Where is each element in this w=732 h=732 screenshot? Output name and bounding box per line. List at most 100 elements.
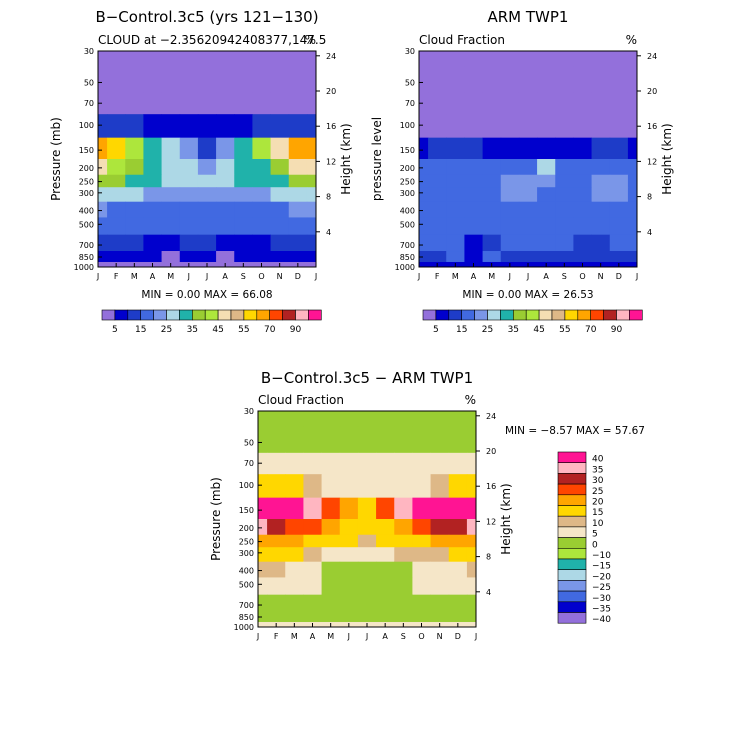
- heatmap-cell: [234, 66, 253, 94]
- legend-label: 5: [433, 325, 439, 335]
- legend-swatch: [557, 473, 587, 485]
- y-tick-label: 700: [79, 241, 94, 250]
- heatmap-cell: [252, 174, 271, 188]
- heatmap-cell: [500, 92, 520, 115]
- chart-subtitle: Cloud Fraction: [419, 33, 505, 47]
- heatmap-cell: [428, 217, 447, 236]
- heatmap-cell: [555, 114, 574, 139]
- y-tick-label: 850: [79, 253, 94, 262]
- legend-swatch: [557, 515, 587, 528]
- heatmap-cell: [555, 201, 574, 218]
- heatmap-cell: [482, 66, 502, 94]
- heatmap-cell: [591, 251, 611, 263]
- heatmap-cell: [252, 66, 271, 94]
- heatmap-cell: [270, 217, 290, 236]
- x-tick-label: A: [310, 632, 316, 641]
- x-tick-label: J: [365, 632, 368, 641]
- heatmap-cell: [500, 174, 520, 188]
- heatmap-cell: [428, 114, 447, 139]
- height-tick-label: 8: [647, 193, 652, 202]
- y-tick-label: 250: [400, 178, 415, 187]
- heatmap-cell: [482, 217, 502, 236]
- heatmap-cell: [430, 426, 450, 454]
- heatmap-cell: [430, 594, 450, 612]
- heatmap-cell: [306, 66, 317, 94]
- heatmap-cell: [609, 137, 629, 160]
- x-tick-label: D: [295, 272, 301, 281]
- heatmap-cell: [321, 426, 341, 454]
- heatmap-cell: [306, 187, 317, 203]
- heatmap-cell: [466, 621, 477, 628]
- legend-swatch: [295, 309, 309, 321]
- heatmap-cell: [197, 234, 217, 252]
- heatmap-cell: [446, 159, 465, 176]
- heatmap-cell: [321, 411, 341, 428]
- heatmap-cell: [627, 201, 638, 218]
- x-tick-label: M: [131, 272, 138, 281]
- y-tick-label: 200: [400, 164, 415, 173]
- heatmap-cell: [482, 159, 502, 176]
- heatmap-cell: [627, 66, 638, 94]
- heatmap-cell: [285, 561, 304, 578]
- heatmap-cell: [258, 534, 268, 548]
- heatmap-cell: [161, 251, 181, 263]
- heatmap-cell: [537, 159, 556, 176]
- x-tick-label: N: [277, 272, 283, 281]
- height-axis-label: Height (km): [660, 123, 674, 194]
- x-tick-label: J: [635, 272, 638, 281]
- heatmap-cell: [464, 217, 483, 236]
- height-tick-label: 4: [647, 228, 652, 237]
- heatmap-cell: [285, 474, 304, 499]
- heatmap-cell: [288, 66, 308, 94]
- y-axis-label: Pressure (mb): [49, 117, 63, 201]
- x-tick-label: J: [187, 272, 190, 281]
- heatmap-cell: [161, 217, 181, 236]
- heatmap-cell: [412, 611, 431, 623]
- heatmap-cell: [234, 114, 253, 139]
- chart-subtitle: Cloud Fraction: [258, 393, 344, 407]
- legend-label: 5: [592, 530, 598, 540]
- heatmap-cell: [107, 251, 126, 263]
- legend-swatch: [179, 309, 193, 321]
- x-tick-label: A: [222, 272, 228, 281]
- heatmap-cell: [357, 474, 377, 499]
- heatmap-cell: [518, 66, 538, 94]
- legend-swatch: [557, 590, 587, 603]
- heatmap-cell: [464, 187, 483, 203]
- heatmap-cell: [412, 577, 431, 596]
- y-tick-label: 30: [84, 47, 94, 56]
- heatmap-cell: [258, 426, 268, 454]
- x-tick-label: D: [455, 632, 461, 641]
- heatmap-cell: [466, 411, 477, 428]
- legend-label: 70: [264, 325, 276, 335]
- heatmap-cell: [258, 594, 268, 612]
- heatmap-cell: [573, 114, 592, 139]
- legend-swatch: [308, 309, 322, 321]
- heatmap-cell: [466, 561, 477, 578]
- heatmap-cell: [591, 137, 611, 160]
- heatmap-cell: [306, 137, 317, 160]
- heatmap-cell: [419, 51, 429, 68]
- legend-swatch: [217, 309, 232, 321]
- legend-swatch: [557, 451, 587, 463]
- heatmap-cell: [339, 577, 359, 596]
- heatmap-cell: [609, 234, 629, 252]
- legend-label: 35: [592, 465, 603, 475]
- legend-swatch: [204, 309, 219, 321]
- x-tick-label: M: [291, 632, 298, 641]
- heatmap-cell: [267, 452, 286, 475]
- heatmap-cell: [430, 519, 450, 536]
- units-label: %: [465, 393, 476, 407]
- legend-swatch: [101, 309, 116, 321]
- y-tick-label: 1000: [74, 263, 94, 272]
- heatmap-cell: [288, 187, 308, 203]
- x-tick-label: J: [347, 632, 350, 641]
- heatmap-cell: [573, 187, 592, 203]
- x-tick-label: M: [488, 272, 495, 281]
- heatmap-cell: [252, 92, 271, 115]
- legend-label: 25: [161, 325, 172, 335]
- heatmap-cell: [143, 201, 162, 218]
- heatmap-cell: [270, 187, 290, 203]
- heatmap-cell: [537, 51, 556, 68]
- heatmap-cell: [267, 594, 286, 612]
